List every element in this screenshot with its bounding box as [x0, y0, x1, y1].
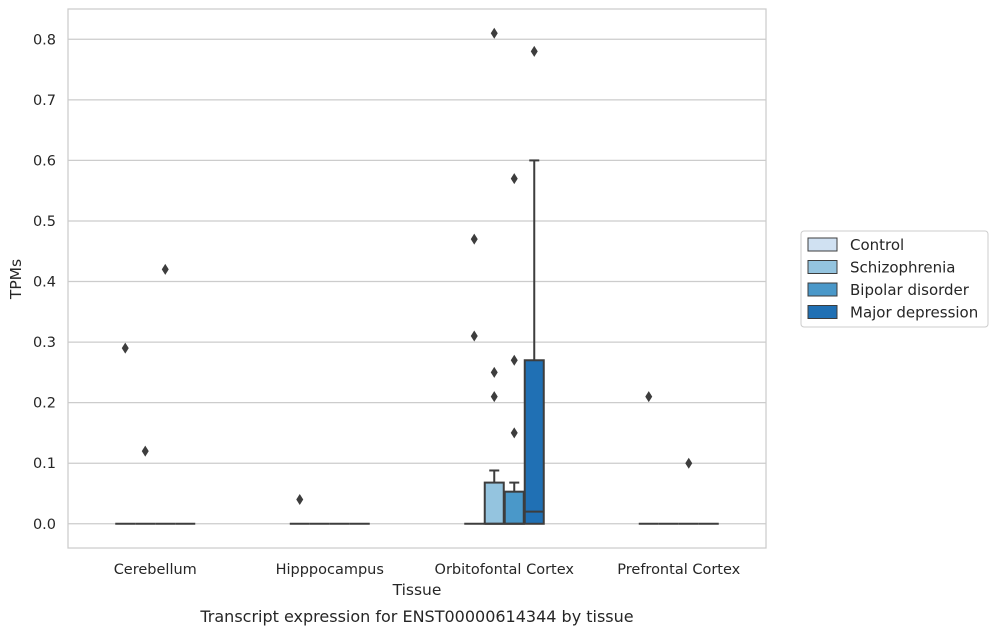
outlier-point: [685, 457, 693, 469]
outlier-point: [490, 366, 498, 378]
outlier-point: [510, 427, 518, 439]
x-tick-label: Prefrontal Cortex: [617, 562, 740, 578]
legend: Control Schizophrenia Bipolar disorder Majo…: [800, 230, 989, 328]
box-group: [503, 481, 525, 525]
y-tick-label: 0.2: [33, 396, 56, 412]
box: [483, 481, 505, 525]
outlier-point: [470, 330, 478, 342]
x-axis-title: Tissue: [392, 581, 442, 599]
outliers: [121, 27, 693, 506]
legend-swatch: [807, 282, 838, 297]
y-tick-label: 0.4: [33, 275, 56, 291]
outlier-point: [510, 173, 518, 185]
outlier-point: [490, 27, 498, 39]
boxes: [115, 159, 719, 525]
y-tick-label: 0.6: [33, 153, 56, 169]
outlier-point: [470, 233, 478, 245]
x-tick-label: Cerebellum: [114, 562, 197, 578]
legend-swatch: [807, 237, 838, 252]
box-group: [483, 469, 505, 525]
outlier-point: [530, 45, 538, 57]
legend-frame: [800, 230, 989, 328]
y-tick-label: 0.1: [33, 456, 56, 472]
x-tick-labels: Cerebellum Hipppocampus Orbitofontal Corte…: [114, 562, 741, 578]
outlier-point: [510, 354, 518, 366]
legend-label: Major depression: [850, 304, 978, 322]
gridlines: [68, 38, 766, 525]
box-group: [523, 159, 545, 525]
outlier-point: [121, 342, 129, 354]
legend-label: Control: [850, 236, 904, 254]
outlier-point: [490, 391, 498, 403]
legend-label: Schizophrenia: [850, 259, 955, 277]
y-tick-label: 0.5: [33, 214, 56, 230]
outlier-point: [645, 391, 653, 403]
outlier-point: [141, 445, 149, 457]
y-tick-label: 0.0: [33, 517, 56, 533]
y-tick-label: 0.8: [33, 32, 56, 48]
outlier-point: [296, 494, 304, 506]
box: [503, 490, 525, 525]
legend-swatch: [807, 260, 838, 274]
y-tick-labels: 0.0 0.1 0.2 0.3 0.4 0.5 0.6 0.7 0.8: [33, 32, 56, 532]
outlier-point: [161, 263, 169, 275]
plot-frame: [67, 8, 767, 549]
box: [523, 359, 545, 525]
y-tick-label: 0.3: [33, 335, 56, 351]
x-tick-label: Hipppocampus: [276, 562, 384, 578]
legend-label: Bipolar disorder: [850, 281, 970, 299]
figure-caption: Transcript expression for ENST0000061434…: [199, 607, 633, 626]
x-tick-label: Orbitofontal Cortex: [435, 562, 575, 578]
y-tick-label: 0.7: [33, 93, 56, 109]
y-axis-title: TPMs: [7, 259, 25, 300]
legend-swatch: [807, 305, 838, 319]
